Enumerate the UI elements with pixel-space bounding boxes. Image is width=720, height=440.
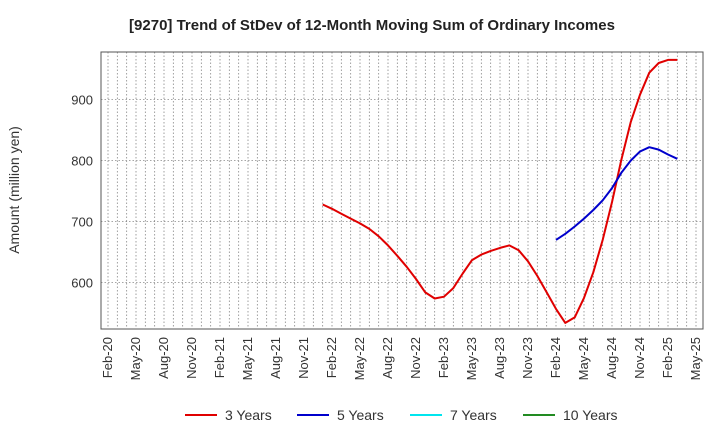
x-tick-label: Feb-25: [660, 337, 675, 378]
x-tick-label: Feb-24: [548, 337, 563, 378]
x-tick-label: May-24: [576, 337, 591, 380]
legend-label: 7 Years: [450, 407, 497, 423]
x-tick-label: May-22: [352, 337, 367, 380]
series-line-3-years: [322, 58, 678, 324]
x-tick-label: Nov-20: [184, 337, 199, 379]
x-tick-label: Feb-22: [324, 337, 339, 378]
x-tick-label: Feb-23: [436, 337, 451, 378]
plot-frame: [100, 51, 704, 330]
y-tick-label: 600: [71, 276, 93, 291]
x-tick-label: Nov-22: [408, 337, 423, 379]
y-axis-ticks: 600 700 800 900: [71, 93, 93, 291]
series-line-5-years: [555, 146, 678, 241]
legend: 3 Years 5 Years 7 Years 10 Years: [185, 407, 618, 423]
x-tick-label: Feb-20: [100, 337, 115, 378]
x-tick-label: Feb-21: [212, 337, 227, 378]
legend-label: 10 Years: [563, 407, 618, 423]
x-tick-label: May-20: [128, 337, 143, 380]
x-tick-label: May-21: [240, 337, 255, 380]
y-tick-label: 900: [71, 93, 93, 108]
legend-label: 5 Years: [337, 407, 384, 423]
x-tick-label: Aug-21: [268, 337, 283, 379]
y-tick-label: 800: [71, 154, 93, 169]
x-tick-label: Aug-22: [380, 337, 395, 379]
x-tick-label: Aug-23: [492, 337, 507, 379]
y-axis-label: Amount (million yen): [6, 126, 22, 254]
chart-title: [9270] Trend of StDev of 12-Month Moving…: [129, 17, 615, 34]
x-tick-label: Nov-24: [632, 337, 647, 379]
x-tick-label: May-23: [464, 337, 479, 380]
legend-label: 3 Years: [225, 407, 272, 423]
x-tick-label: Aug-20: [156, 337, 171, 379]
x-tick-label: Aug-24: [604, 337, 619, 379]
grid: [101, 52, 703, 329]
x-axis-ticks: Feb-20 May-20 Aug-20 Nov-20 Feb-21 May-21 Aug-…: [100, 337, 703, 380]
y-tick-label: 700: [71, 215, 93, 230]
x-tick-label: Nov-23: [520, 337, 535, 379]
series-lines: [322, 58, 678, 324]
x-tick-label: May-25: [688, 337, 703, 380]
x-tick-label: Nov-21: [296, 337, 311, 379]
